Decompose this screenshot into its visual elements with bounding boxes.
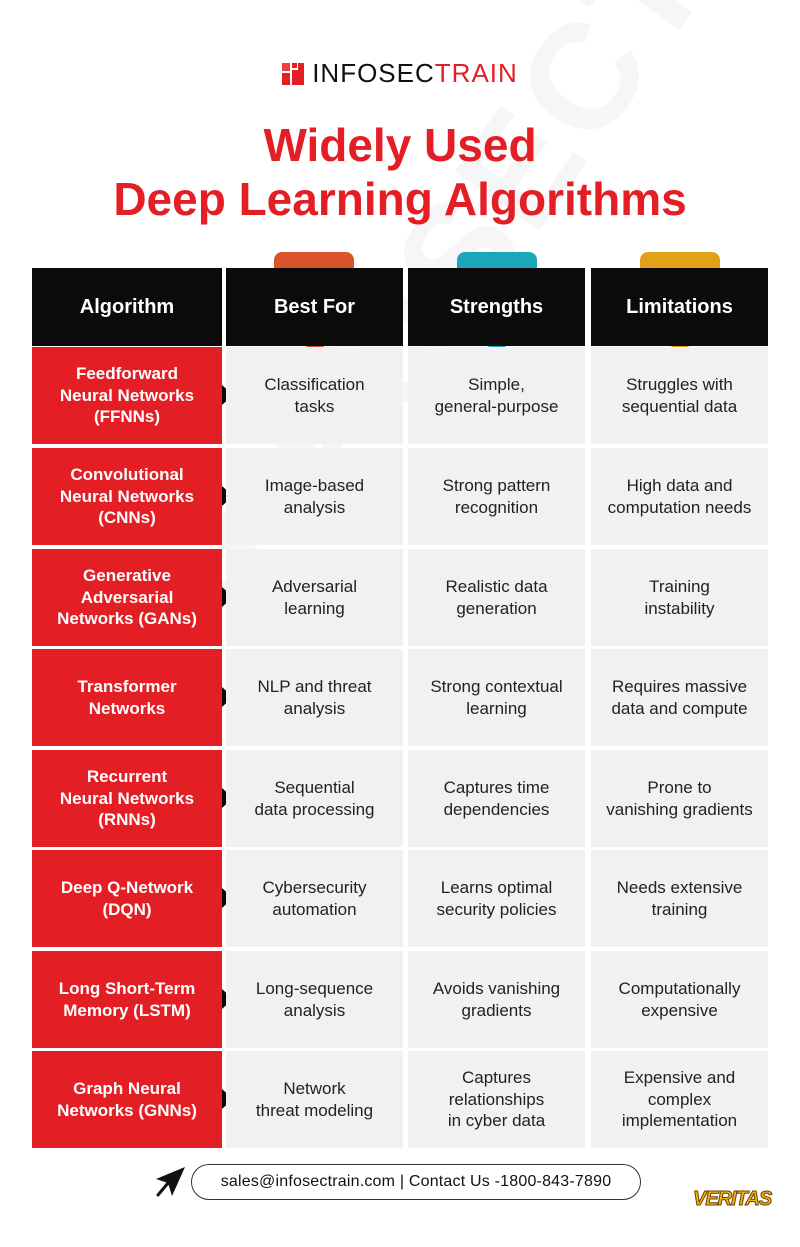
pixel-grid-icon bbox=[282, 62, 305, 85]
best-for-cell: Adversarial learning bbox=[226, 549, 403, 646]
strengths-cell: Captures relationships in cyber data bbox=[408, 1051, 585, 1148]
header-strengths: Strengths bbox=[408, 268, 585, 357]
algorithm-cell: Recurrent Neural Networks (RNNs) bbox=[32, 750, 222, 847]
limitations-cell: Prone to vanishing gradients bbox=[591, 750, 768, 847]
title-line-2: Deep Learning Algorithms bbox=[113, 173, 687, 225]
header-best-for: Best For bbox=[226, 268, 403, 357]
best-for-cell: NLP and threat analysis bbox=[226, 649, 403, 746]
strengths-cell: Learns optimal security policies bbox=[408, 850, 585, 947]
best-for-cell: Long-sequence analysis bbox=[226, 951, 403, 1048]
strengths-cell: Simple, general-purpose bbox=[408, 347, 585, 444]
tab-strengths-accent bbox=[457, 252, 537, 270]
table-row: Feedforward Neural Networks (FFNNs) Clas… bbox=[32, 347, 768, 444]
strengths-cell: Strong pattern recognition bbox=[408, 448, 585, 545]
tab-limitations-accent bbox=[640, 252, 720, 270]
header-algorithm: Algorithm bbox=[32, 268, 222, 357]
table-row: Graph Neural Networks (GNNs) Network thr… bbox=[32, 1051, 768, 1148]
table-row: Generative Adversarial Networks (GANs) A… bbox=[32, 549, 768, 646]
brand-name: INFOSECTRAIN bbox=[312, 58, 518, 88]
limitations-cell: Requires massive data and compute bbox=[591, 649, 768, 746]
brand-header: INFOSECTRAIN bbox=[0, 58, 800, 89]
title-line-1: Widely Used bbox=[263, 119, 537, 171]
table-row: Transformer Networks NLP and threat anal… bbox=[32, 649, 768, 746]
strengths-cell: Avoids vanishing gradients bbox=[408, 951, 585, 1048]
algorithm-cell: Transformer Networks bbox=[32, 649, 222, 746]
algorithm-cell: Feedforward Neural Networks (FFNNs) bbox=[32, 347, 222, 444]
limitations-cell: Computationally expensive bbox=[591, 951, 768, 1048]
best-for-cell: Sequential data processing bbox=[226, 750, 403, 847]
best-for-cell: Network threat modeling bbox=[226, 1051, 403, 1148]
cursor-arrow-icon bbox=[154, 1165, 188, 1204]
table-row: Deep Q-Network (DQN) Cybersecurity autom… bbox=[32, 850, 768, 947]
strengths-cell: Realistic data generation bbox=[408, 549, 585, 646]
algorithm-cell: Convolutional Neural Networks (CNNs) bbox=[32, 448, 222, 545]
limitations-cell: Training instability bbox=[591, 549, 768, 646]
partner-logo: VERITAS bbox=[692, 1188, 772, 1211]
page-title: Widely Used Deep Learning Algorithms bbox=[0, 118, 800, 226]
best-for-cell: Image-based analysis bbox=[226, 448, 403, 545]
table-row: Convolutional Neural Networks (CNNs) Ima… bbox=[32, 448, 768, 545]
algorithm-cell: Long Short-Term Memory (LSTM) bbox=[32, 951, 222, 1048]
limitations-cell: Expensive and complex implementation bbox=[591, 1051, 768, 1148]
header-limitations: Limitations bbox=[591, 268, 768, 357]
algorithm-cell: Deep Q-Network (DQN) bbox=[32, 850, 222, 947]
tab-best-for-accent bbox=[274, 252, 354, 270]
best-for-cell: Cybersecurity automation bbox=[226, 850, 403, 947]
table-row: Long Short-Term Memory (LSTM) Long-seque… bbox=[32, 951, 768, 1048]
algorithm-cell: Graph Neural Networks (GNNs) bbox=[32, 1051, 222, 1148]
strengths-cell: Strong contextual learning bbox=[408, 649, 585, 746]
limitations-cell: High data and computation needs bbox=[591, 448, 768, 545]
strengths-cell: Captures time dependencies bbox=[408, 750, 585, 847]
limitations-cell: Struggles with sequential data bbox=[591, 347, 768, 444]
limitations-cell: Needs extensive training bbox=[591, 850, 768, 947]
best-for-cell: Classification tasks bbox=[226, 347, 403, 444]
contact-pill[interactable]: sales@infosectrain.com | Contact Us -180… bbox=[191, 1164, 641, 1200]
algorithm-cell: Generative Adversarial Networks (GANs) bbox=[32, 549, 222, 646]
table-row: Recurrent Neural Networks (RNNs) Sequent… bbox=[32, 750, 768, 847]
